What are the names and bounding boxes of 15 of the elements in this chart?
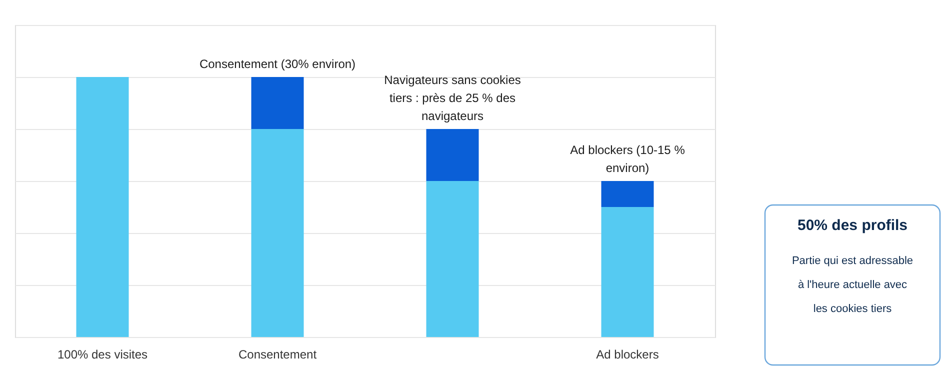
- bar: [426, 181, 479, 337]
- bar: [76, 77, 129, 337]
- annotation: Navigateurs sans cookies tiers : près de 25 % des navigateurs: [384, 73, 521, 123]
- annotation: Consentement (30% environ): [199, 57, 356, 71]
- bar: [601, 181, 654, 207]
- bar: [426, 129, 479, 181]
- text: 50% des profils: [797, 217, 908, 234]
- x-tick-label: Ad blockers: [596, 348, 659, 362]
- bar: [601, 207, 654, 337]
- annotation: Ad blockers (10-15 % environ): [570, 143, 686, 175]
- bar: [251, 77, 304, 129]
- text: Partie qui est adressable à l'heure actuelle avec les cookies tiers: [792, 255, 914, 315]
- x-tick-label: Consentement: [238, 348, 318, 362]
- bar: [251, 129, 304, 337]
- x-tick-label: 100% des visites: [57, 348, 148, 362]
